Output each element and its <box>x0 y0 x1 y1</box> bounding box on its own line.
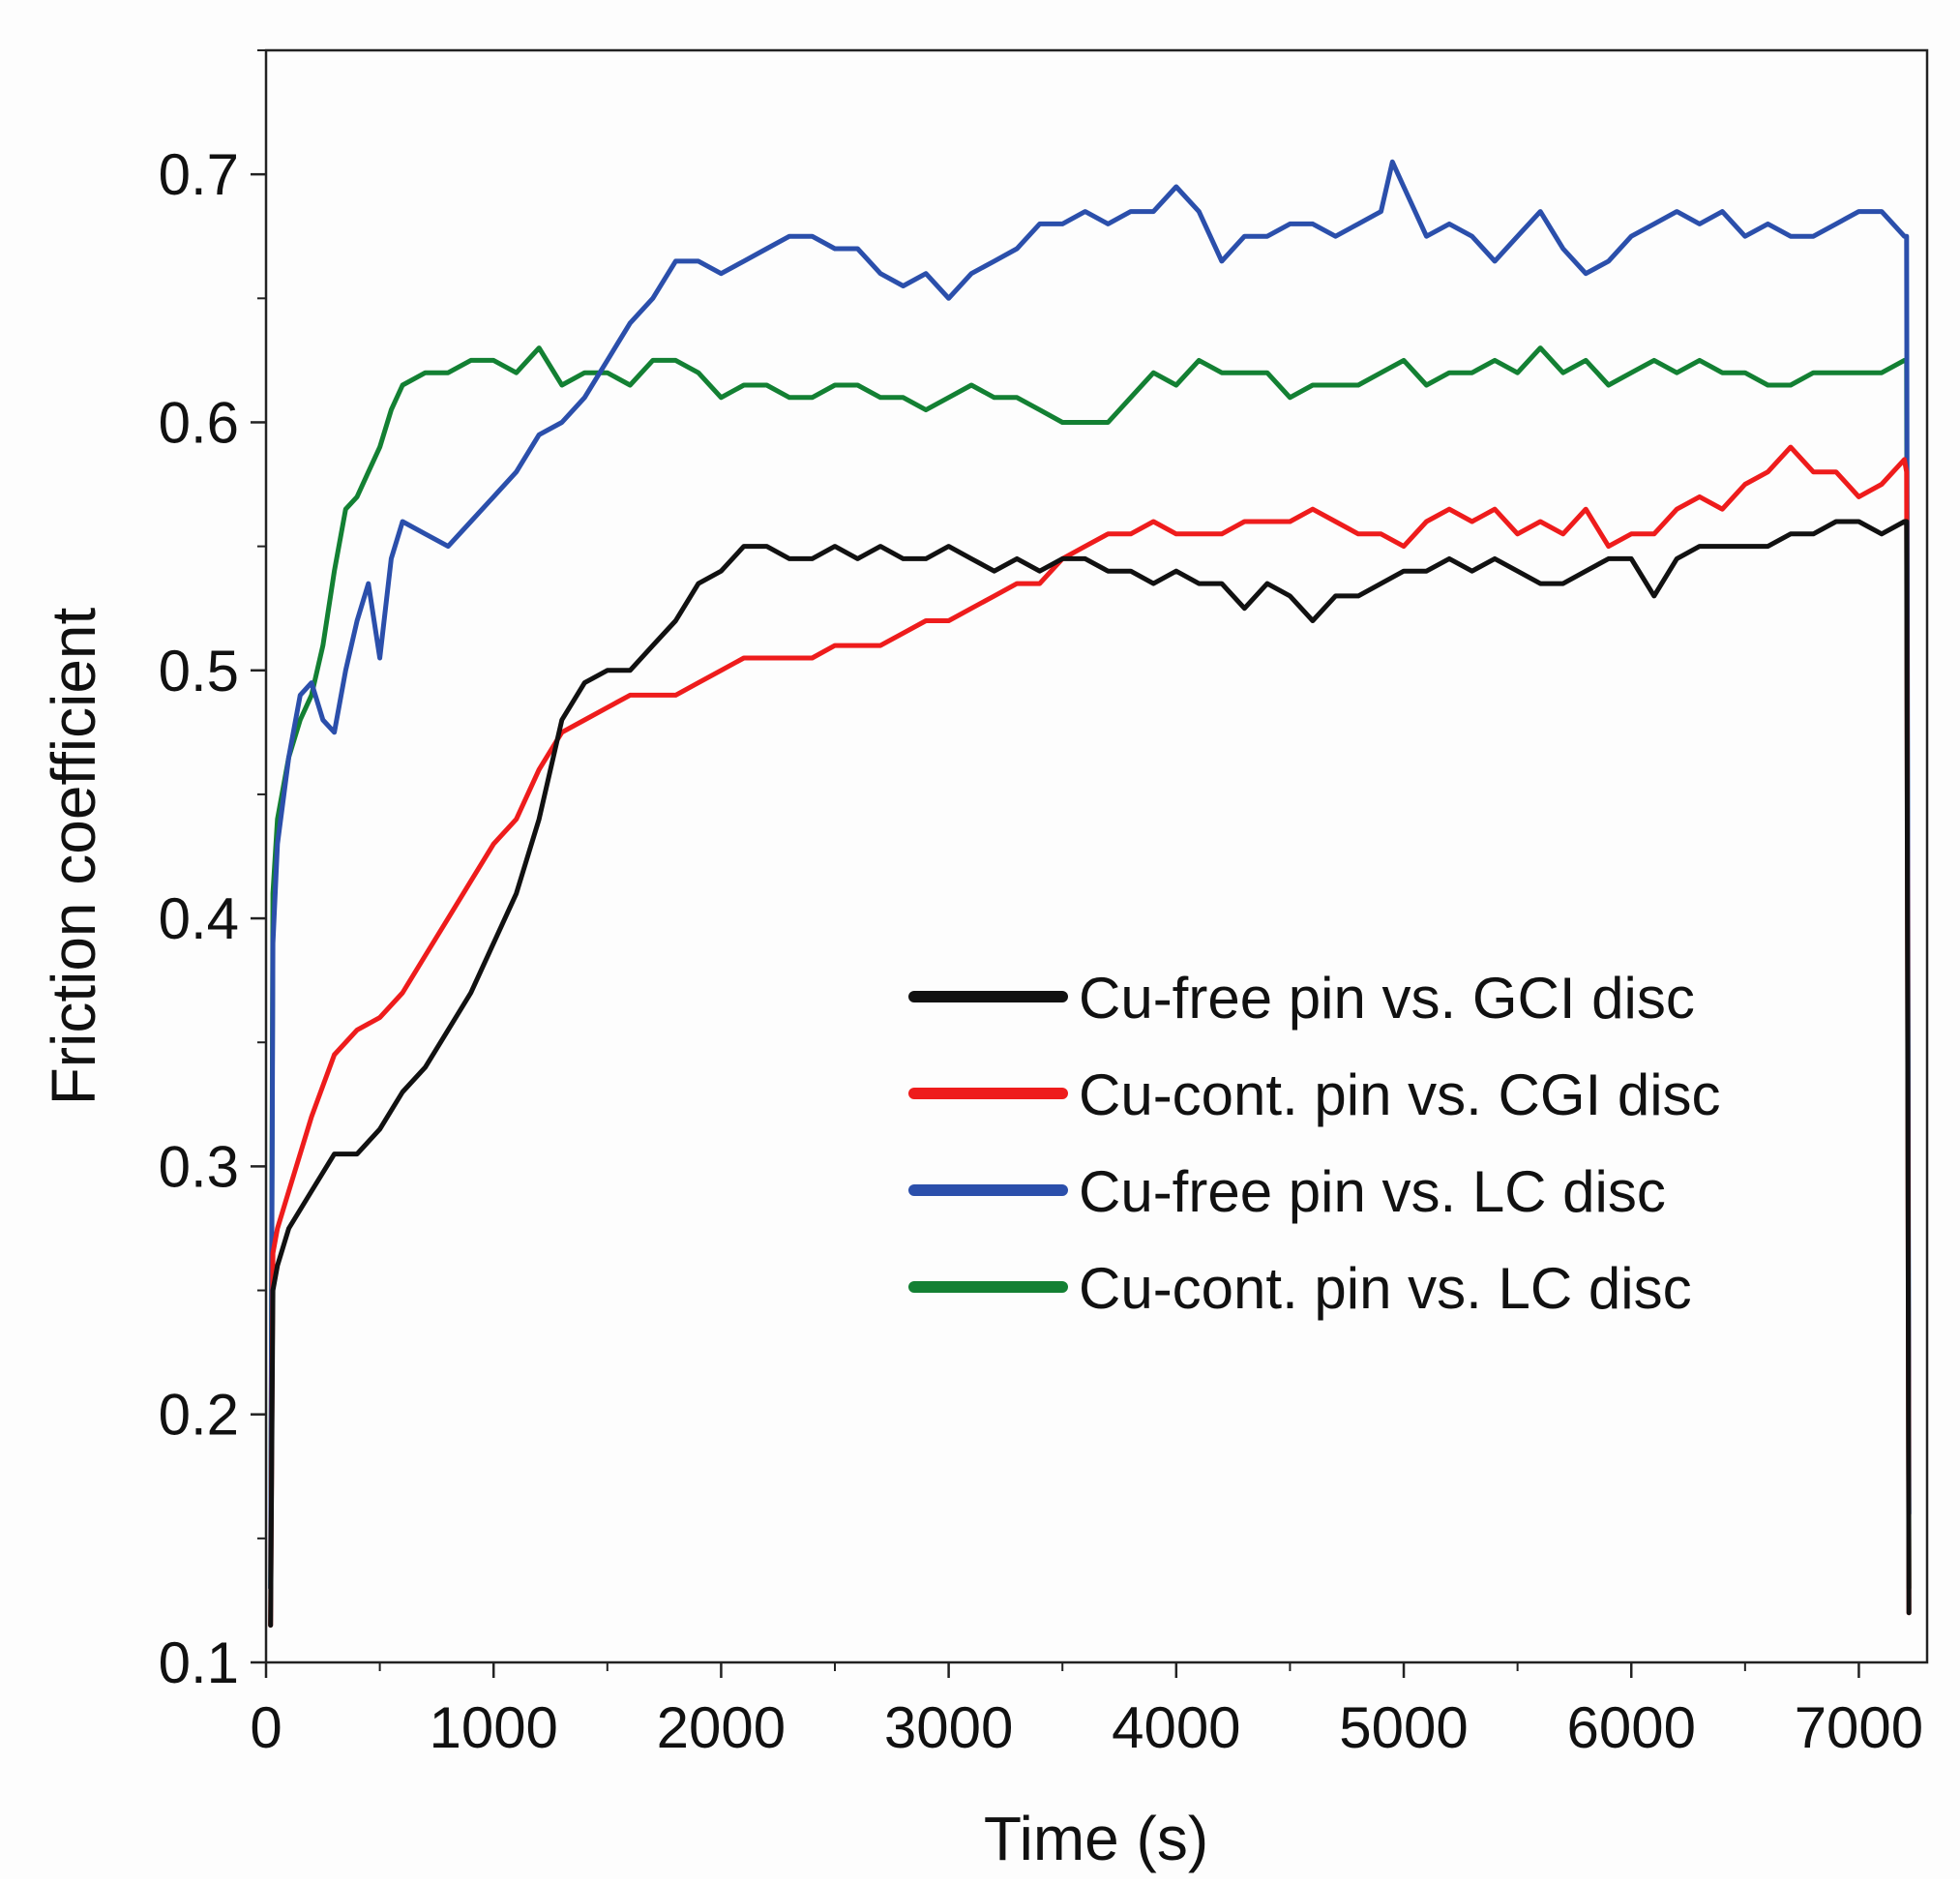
legend-label: Cu-cont. pin vs. CGI disc <box>1079 1062 1721 1127</box>
x-tick-label: 2000 <box>657 1695 786 1760</box>
series-line-1 <box>268 519 1912 1629</box>
x-axis-title: Time (s) <box>984 1804 1208 1873</box>
x-tick-label: 6000 <box>1566 1695 1695 1760</box>
y-tick-label: 0.6 <box>159 390 239 455</box>
y-tick-label: 0.4 <box>159 886 239 951</box>
series-line-4 <box>268 345 1912 1591</box>
y-tick-label: 0.3 <box>159 1134 239 1199</box>
legend-label: Cu-free pin vs. LC disc <box>1079 1159 1666 1224</box>
x-tick-label: 0 <box>250 1695 282 1760</box>
y-axis: 0.1 0.2 0.3 0.4 0.5 0.6 0.7 <box>159 49 266 1695</box>
series-line-2 <box>268 444 1912 1629</box>
x-tick-label: 5000 <box>1339 1695 1468 1760</box>
series-line-3 <box>268 159 1912 1591</box>
x-tick-label: 7000 <box>1795 1695 1923 1760</box>
y-tick-label: 0.5 <box>159 639 239 703</box>
legend-label: Cu-free pin vs. GCI disc <box>1079 966 1695 1031</box>
x-tick-label: 1000 <box>429 1695 557 1760</box>
x-axis: 0 1000 2000 3000 4000 5000 6000 7000 <box>250 1662 1923 1760</box>
x-tick-label: 3000 <box>884 1695 1013 1760</box>
y-tick-label: 0.1 <box>159 1630 239 1695</box>
y-axis-title: Friction coefficient <box>39 607 108 1105</box>
plot-area <box>264 48 1929 1664</box>
series-layer <box>268 159 1912 1629</box>
y-tick-label: 0.7 <box>159 142 239 207</box>
x-tick-label: 4000 <box>1112 1695 1240 1760</box>
legend: Cu-free pin vs. GCI disc Cu-cont. pin vs.… <box>908 966 1721 1321</box>
legend-label: Cu-cont. pin vs. LC disc <box>1079 1256 1692 1321</box>
y-tick-label: 0.2 <box>159 1383 239 1448</box>
